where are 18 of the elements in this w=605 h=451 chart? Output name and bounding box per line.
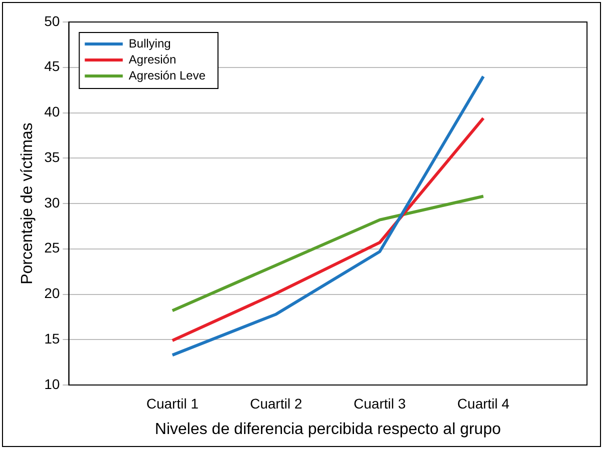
legend-label: Agresión Leve [128,68,206,82]
x-axis-title: Niveles de diferencia percibida respecto al grupo [154,420,501,438]
y-tick-label: 45 [44,58,60,74]
y-tick-label: 50 [44,12,60,29]
legend-label: Bullying [128,36,171,50]
y-tick-label: 40 [44,104,60,120]
x-tick-label: Cuartil 3 [354,395,406,412]
y-tick-label: 10 [44,376,60,392]
y-tick-label: 35 [44,148,60,165]
y-tick-label: 20 [44,285,60,302]
x-tick-label: Cuartil 2 [250,395,302,412]
y-tick-label: 15 [44,330,60,346]
x-tick-label: Cuartil 4 [457,395,510,412]
y-axis-title: Porcentaje de víctimas [19,122,36,284]
x-tick-label: Cuartil 1 [146,395,199,412]
y-tick-label: 25 [44,240,60,256]
y-tick-label: 30 [44,194,60,210]
legend-label: Agresión [128,52,176,66]
